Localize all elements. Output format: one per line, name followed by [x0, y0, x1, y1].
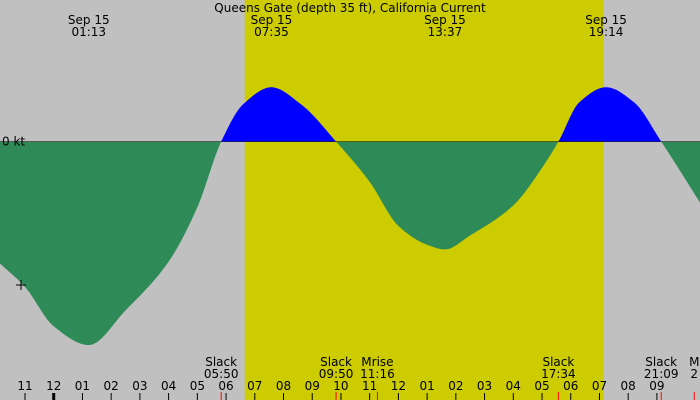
- hour-tick-label: 07: [247, 379, 262, 393]
- event-time-label: 21:09: [644, 367, 679, 381]
- event-type-label: Slack: [320, 355, 352, 369]
- hour-tick-label: 11: [362, 379, 377, 393]
- peak-time-label: 01:13: [71, 25, 106, 39]
- hour-tick-label: 09: [305, 379, 320, 393]
- event-type-label: Slack: [645, 355, 677, 369]
- hour-tick-label: 09: [649, 379, 664, 393]
- current-area-layer: [0, 87, 700, 346]
- hour-axis: 11 12 01 02 03 04 05 06 07 08 09 10 11 12 01 02 03 04 05 06…: [17, 379, 665, 400]
- peak-time-label: 19:14: [589, 25, 624, 39]
- event-time-label: 11:16: [360, 367, 395, 381]
- event-type-label: Slack: [205, 355, 237, 369]
- hour-tick-label: 08: [621, 379, 636, 393]
- hour-tick-label: 10: [333, 379, 348, 393]
- hour-tick-label: 03: [132, 379, 147, 393]
- event-time-label: 17:34: [541, 367, 576, 381]
- event-time-label: 2: [690, 367, 698, 381]
- hour-tick-label: 01: [419, 379, 434, 393]
- hour-tick-label: 02: [104, 379, 119, 393]
- peak-date-label: Sep 15: [251, 13, 293, 27]
- hour-tick-label: 04: [161, 379, 176, 393]
- hour-tick-label: 05: [190, 379, 205, 393]
- ebb-current-area: [0, 141, 700, 346]
- flood-current-area: [0, 87, 700, 142]
- hour-tick-label: 02: [448, 379, 463, 393]
- peak-time-label: 07:35: [254, 25, 289, 39]
- peak-time-label: 13:37: [428, 25, 463, 39]
- hour-tick-label: 03: [477, 379, 492, 393]
- hour-tick-label: 04: [506, 379, 521, 393]
- chart-title: Queens Gate (depth 35 ft), California Cu…: [214, 1, 486, 15]
- marker-layer: [16, 280, 26, 290]
- hour-tick-label: 01: [75, 379, 90, 393]
- hour-tick-label: 12: [46, 379, 61, 393]
- event-type-label: M: [689, 355, 699, 369]
- hour-tick-label: 06: [563, 379, 578, 393]
- event-time-label: 09:50: [319, 367, 354, 381]
- event-type-label: Slack: [542, 355, 574, 369]
- peak-date-label: Sep 15: [68, 13, 110, 27]
- event-type-label: Mrise: [361, 355, 393, 369]
- hour-tick-label: 05: [534, 379, 549, 393]
- hour-tick-label: 06: [218, 379, 233, 393]
- hour-tick-label: 07: [592, 379, 607, 393]
- peak-date-label: Sep 15: [585, 13, 627, 27]
- hour-tick-label: 12: [391, 379, 406, 393]
- hour-tick-label: 11: [17, 379, 32, 393]
- event-time-label: 05:50: [204, 367, 239, 381]
- hour-tick-label: 08: [276, 379, 291, 393]
- event-labels: Slack05:50Slack09:50Mrise11:16Slack17:34…: [204, 355, 699, 400]
- peak-date-label: Sep 15: [424, 13, 466, 27]
- zero-kt-label: 0 kt: [2, 135, 25, 149]
